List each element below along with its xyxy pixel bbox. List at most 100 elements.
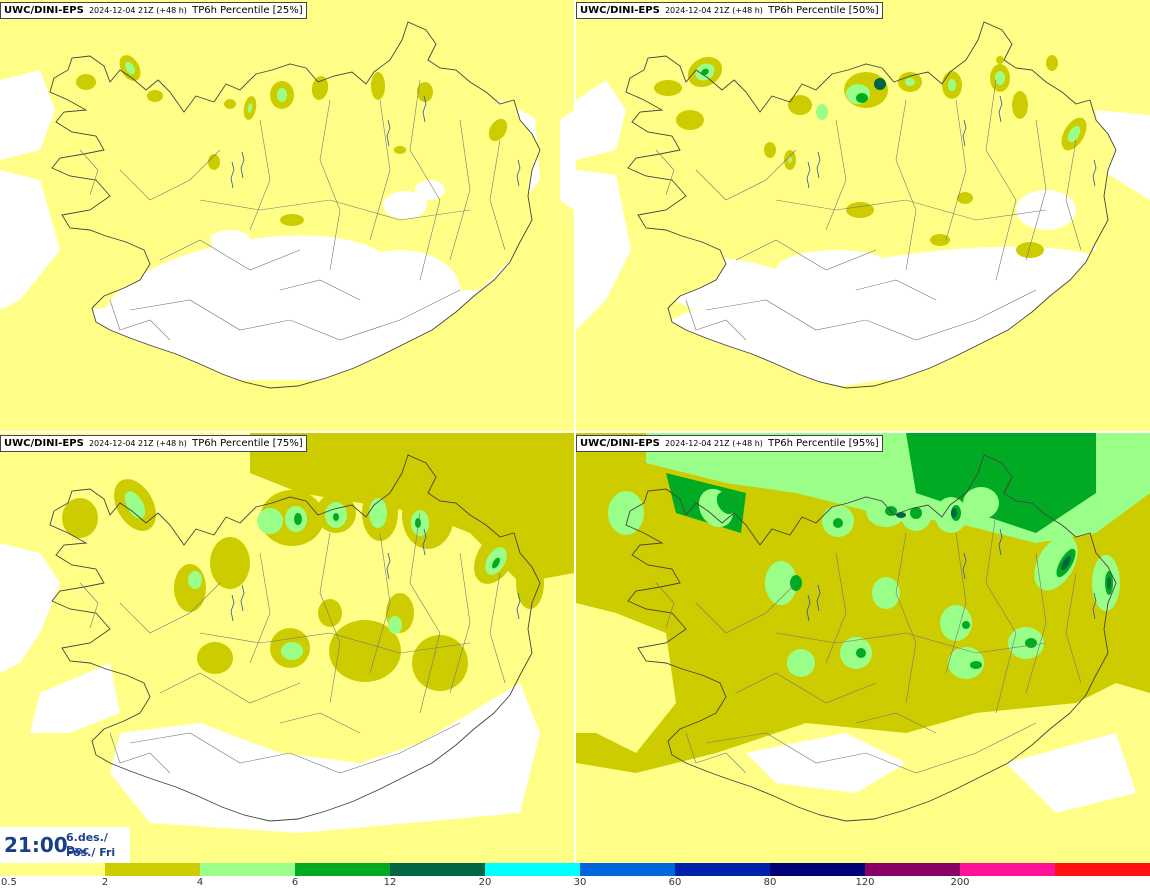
road-line	[199, 632, 471, 654]
river-line	[230, 594, 235, 622]
map-panel-p95: UWC/DINI-EPS 2024-12-04 21Z (+48 h) TP6h…	[576, 433, 1150, 864]
road-line	[489, 139, 506, 251]
road-line	[895, 99, 917, 271]
road-line	[1065, 139, 1082, 251]
river-line	[816, 151, 821, 179]
dry-area	[0, 70, 55, 160]
precip-area	[492, 557, 500, 569]
map-panel-p50: UWC/DINI-EPS 2024-12-04 21Z (+48 h) TP6h…	[576, 0, 1150, 431]
run-time: 2024-12-04 21Z (+48 h)	[664, 439, 763, 448]
precip-area	[388, 616, 402, 634]
road-line	[79, 582, 99, 629]
precip-area	[896, 512, 906, 518]
dry-area	[0, 543, 60, 673]
precip-area	[776, 250, 896, 290]
river-line	[386, 119, 391, 147]
coastline-and-roads	[49, 454, 541, 822]
river-line	[816, 584, 821, 612]
precip-area	[1034, 535, 1078, 591]
precip-area	[318, 599, 342, 627]
precip-area	[701, 68, 709, 76]
precip-area	[488, 118, 508, 142]
precip-area	[910, 507, 922, 519]
road-line	[449, 119, 471, 261]
road-line	[655, 582, 675, 629]
precip-area	[940, 605, 972, 641]
precip-area	[280, 214, 304, 226]
road-line	[319, 532, 341, 704]
precip-area	[962, 621, 970, 629]
coastline	[625, 454, 1117, 822]
legend-tick-label: 4	[196, 877, 204, 888]
map-panel-p25: UWC/DINI-EPS 2024-12-04 21Z (+48 h) TP6h…	[0, 0, 574, 431]
road-line	[119, 149, 221, 201]
legend-tick-label: 2	[101, 877, 109, 888]
valid-time-box: 21:00 6.des./ Dec Fös./ Fri	[0, 827, 130, 863]
precip-area	[874, 78, 886, 90]
river-line	[1092, 159, 1097, 187]
road-line	[985, 79, 1017, 281]
precip-area	[872, 577, 900, 609]
valid-date: 6.des./ Dec	[66, 831, 108, 857]
dry-area	[0, 170, 60, 310]
road-line	[449, 552, 471, 694]
legend-tick-label: 120	[855, 877, 875, 888]
river-line	[962, 552, 967, 580]
coastline	[49, 21, 541, 389]
river-line	[240, 151, 245, 179]
road-line	[199, 199, 471, 221]
precip-area	[676, 110, 704, 130]
legend-swatch	[1055, 863, 1150, 876]
panel-title: UWC/DINI-EPS 2024-12-04 21Z (+48 h) TP6h…	[576, 2, 883, 19]
river-line	[516, 159, 521, 187]
map-panel-p75: UWC/DINI-EPS 2024-12-04 21Z (+48 h) TP6h…	[0, 433, 574, 864]
precip-area	[963, 487, 999, 519]
road-line	[129, 722, 461, 774]
legend-swatch	[485, 863, 581, 876]
precip-area	[856, 93, 868, 103]
precip-area	[210, 537, 250, 589]
legend-tick-label: 6	[291, 877, 299, 888]
legend-swatch	[105, 863, 201, 876]
coastline-and-roads	[625, 454, 1117, 822]
precip-area	[277, 88, 287, 102]
river-line	[962, 119, 967, 147]
road-line	[655, 149, 675, 196]
road-line	[109, 732, 171, 774]
run-time: 2024-12-04 21Z (+48 h)	[88, 439, 187, 448]
precip-area	[765, 561, 797, 605]
precip-area	[1061, 555, 1071, 571]
legend-tick-label: 200	[950, 877, 970, 888]
road-line	[159, 239, 301, 271]
legend-swatch	[295, 863, 391, 876]
river-line	[1092, 592, 1097, 620]
road-line	[159, 672, 301, 704]
precip-area	[1107, 577, 1111, 589]
precip-area	[788, 95, 812, 115]
legend-tick-label: 60	[668, 877, 682, 888]
road-line	[735, 672, 877, 704]
river-line	[386, 552, 391, 580]
road-line	[369, 99, 391, 241]
dry-area	[30, 663, 120, 733]
precip-area	[935, 497, 967, 533]
road-line	[279, 279, 361, 301]
precip-area	[329, 620, 401, 682]
precip-area	[402, 481, 454, 549]
road-line	[685, 299, 747, 341]
legend-tick-label: 30	[573, 877, 587, 888]
precip-area	[716, 491, 736, 515]
precip-area	[281, 642, 303, 660]
dry-area	[746, 733, 906, 793]
precip-area	[124, 491, 146, 519]
precip-area	[654, 80, 682, 96]
road-line	[109, 299, 171, 341]
precip-area	[576, 603, 676, 753]
legend-tick-label: 20	[478, 877, 492, 888]
precip-area	[383, 191, 427, 219]
road-line	[985, 512, 1017, 714]
precip-area	[333, 513, 339, 521]
legend-swatch	[865, 863, 961, 876]
field-name: TP6h Percentile [50%]	[768, 5, 879, 16]
precip-area	[788, 157, 792, 163]
